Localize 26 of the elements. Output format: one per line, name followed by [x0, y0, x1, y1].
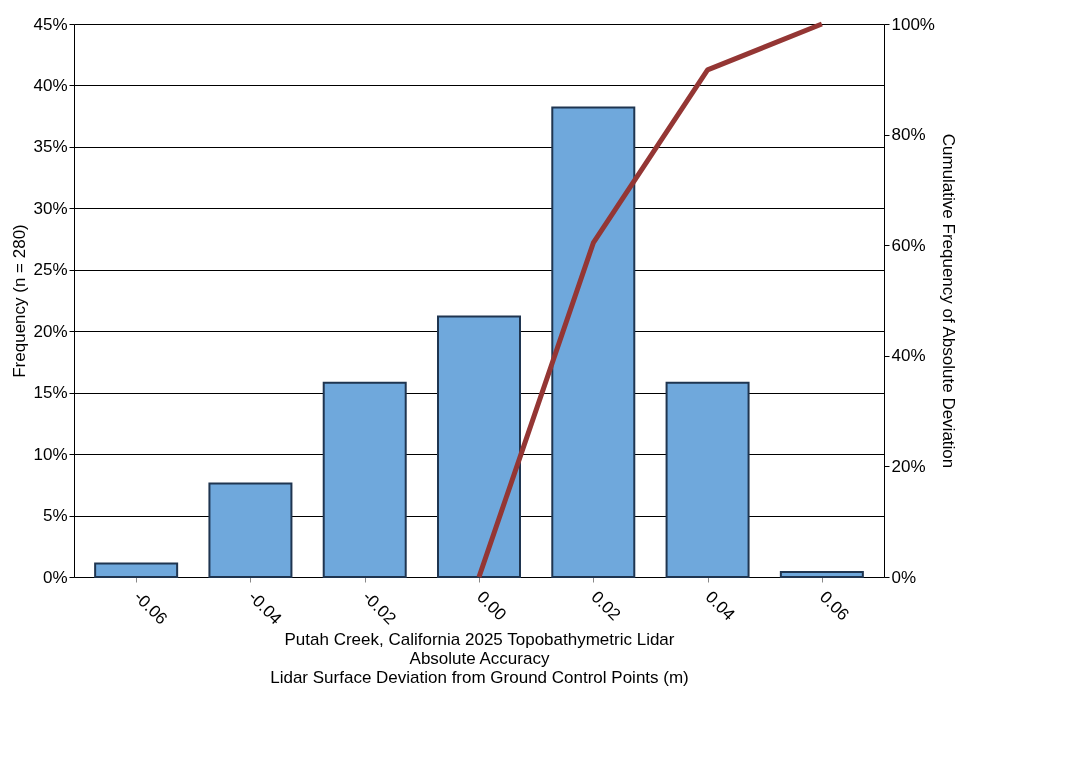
bar [779, 571, 864, 578]
bar [437, 315, 521, 578]
bar [322, 381, 407, 578]
y-axis-title: Frequency (n = 280) [10, 224, 30, 378]
y2-tick-label: 80% [891, 125, 926, 145]
y2-tick-label: 40% [891, 346, 926, 366]
y-tick-label: 40% [33, 75, 68, 95]
y-tick-label: 45% [33, 14, 68, 34]
y2-tick-label: 60% [891, 235, 926, 255]
bar [665, 381, 750, 578]
y-tick-label: 15% [33, 383, 68, 403]
y-tick-label: 35% [33, 137, 68, 157]
y-tick-label: 30% [33, 198, 68, 218]
bar [208, 482, 293, 578]
y-tick-label: 5% [42, 506, 68, 526]
y-tick-label: 0% [42, 567, 68, 587]
bar [551, 106, 636, 578]
y2-tick-label: 0% [891, 567, 917, 587]
x-axis-title: Putah Creek, California 2025 Topobathymetric Lidar Absolute Accuracy Lidar Surface Deviation from Ground Control Points (m) [270, 629, 689, 687]
y2-axis-title: Cumulative Frequency of Absolute Deviation [938, 133, 958, 469]
bar [94, 562, 179, 578]
y2-tick-label: 100% [891, 14, 935, 34]
y-tick-label: 10% [33, 444, 68, 464]
y2-tick-label: 20% [891, 456, 926, 476]
y-tick-label: 25% [33, 260, 68, 280]
y-tick-label: 20% [33, 321, 68, 341]
